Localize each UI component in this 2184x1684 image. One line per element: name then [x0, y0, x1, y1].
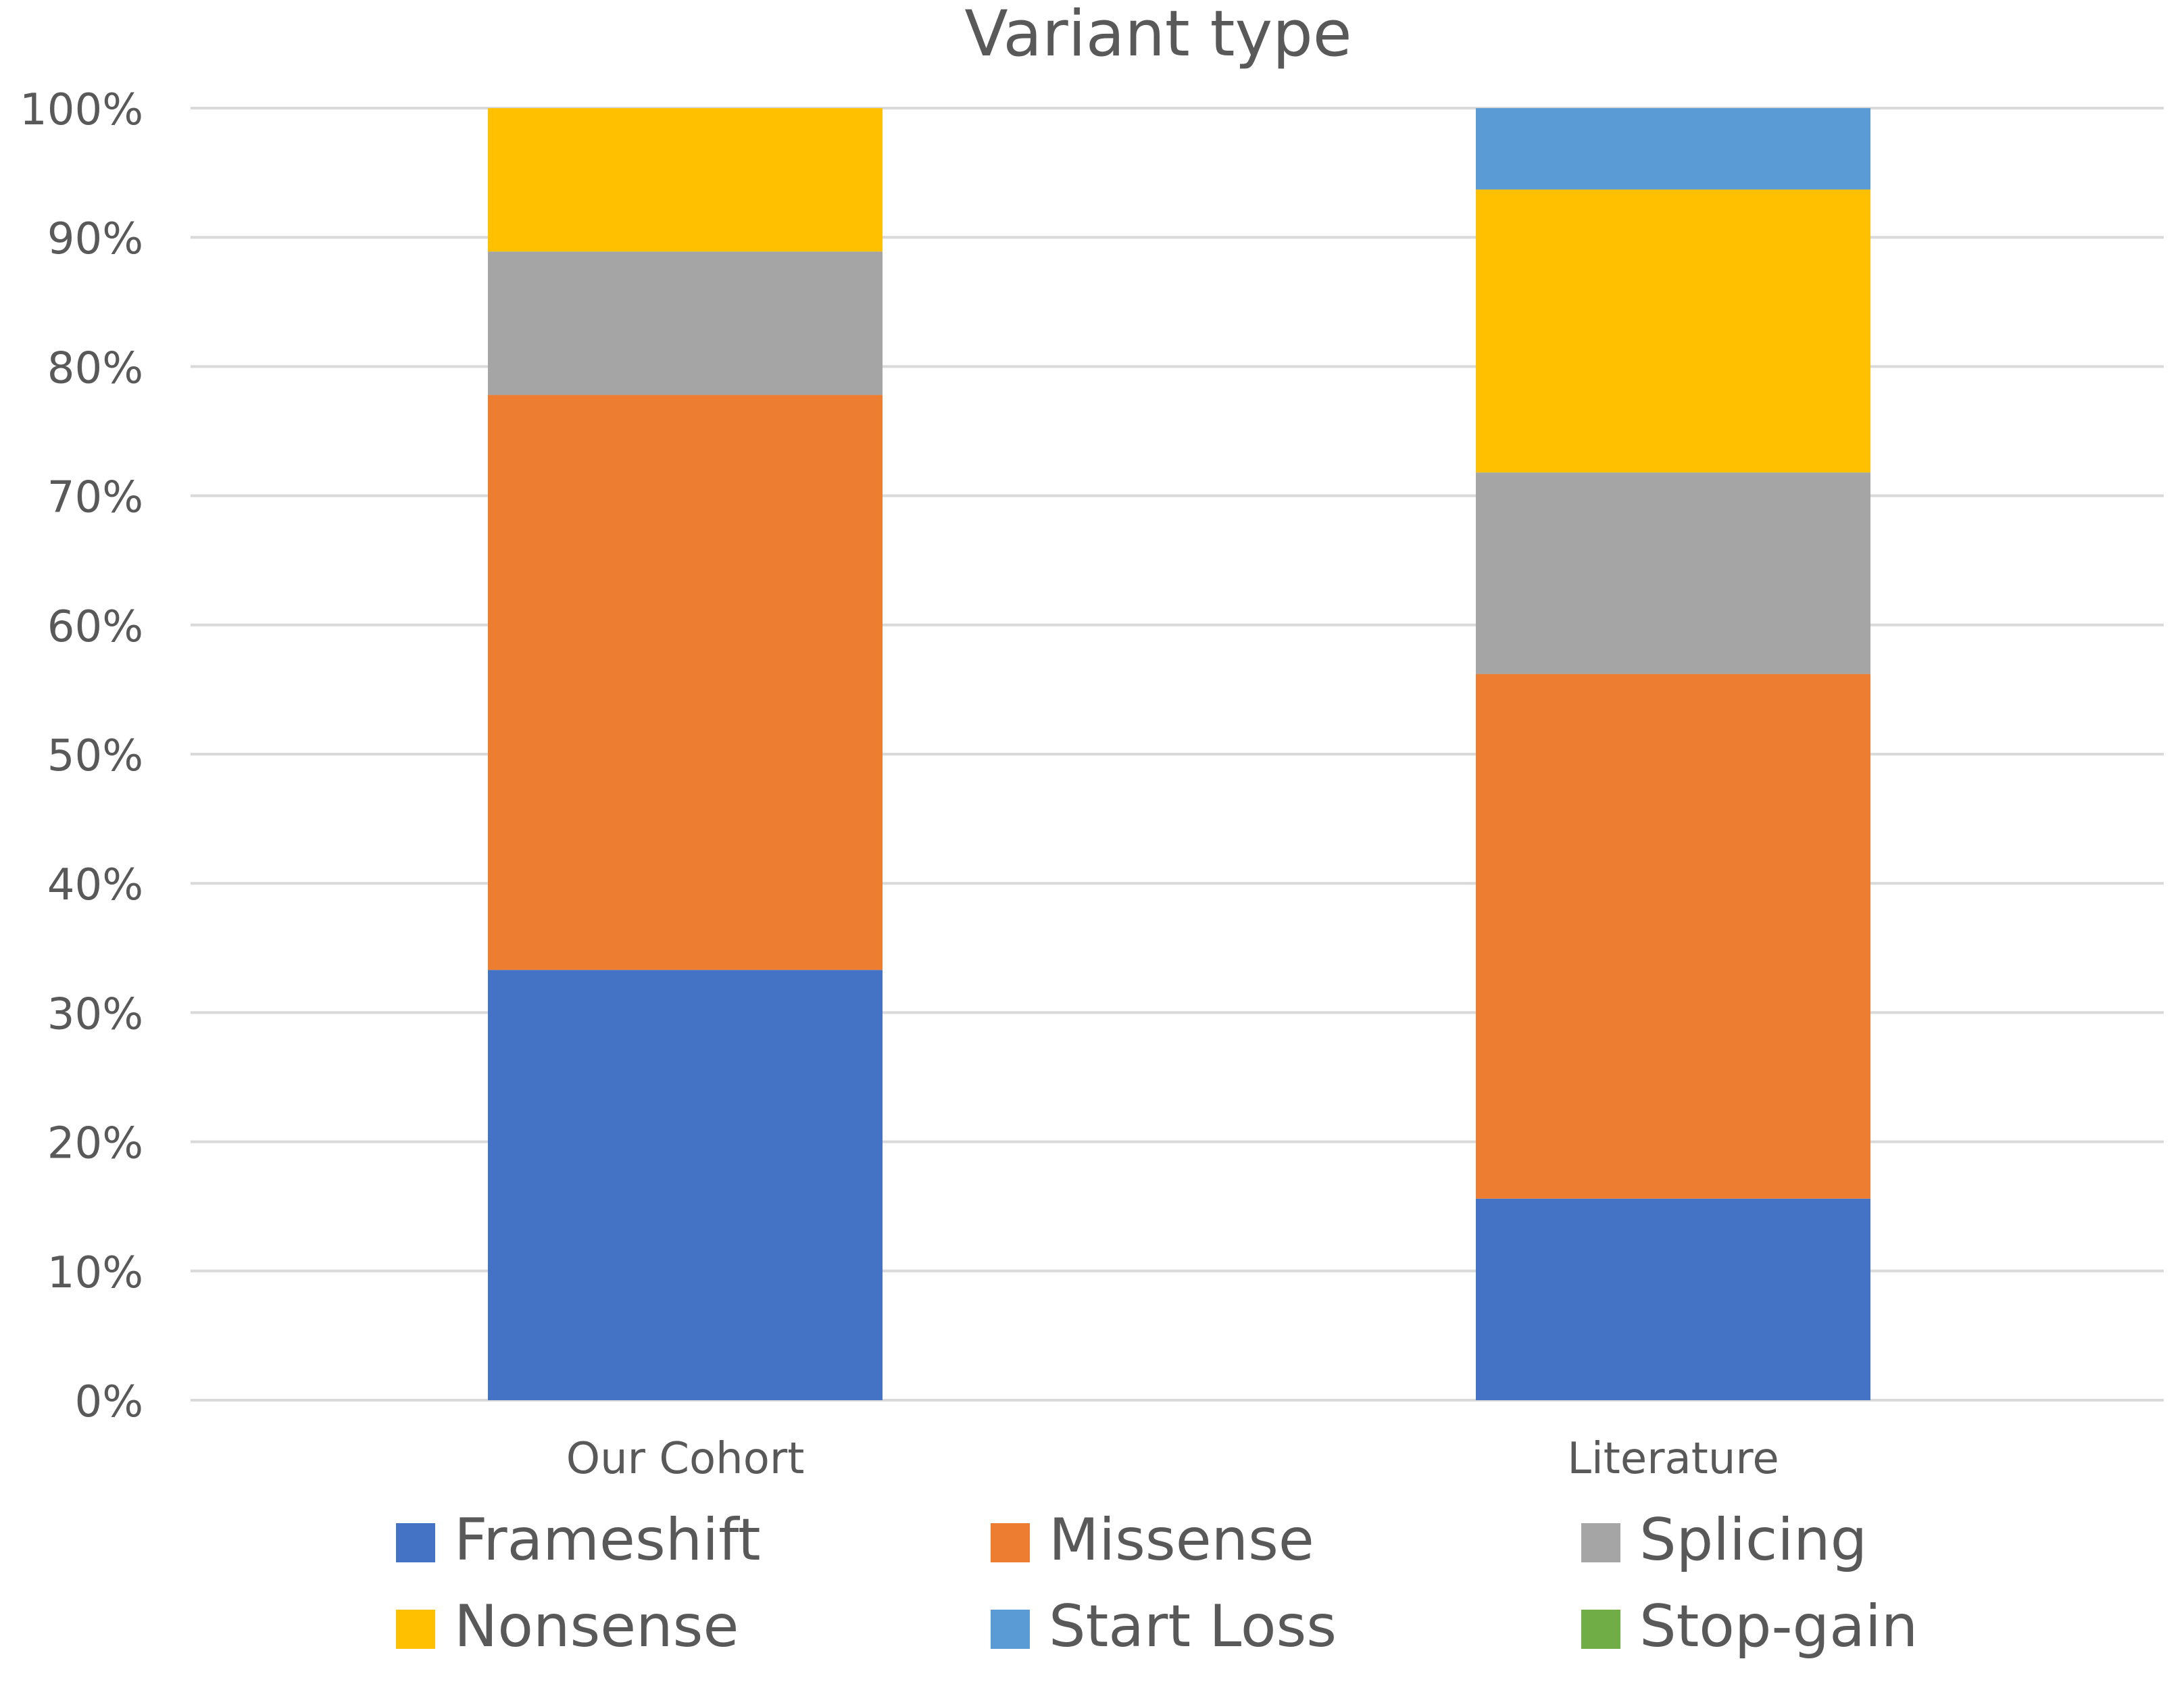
x-tick-label: Our Cohort: [566, 1434, 805, 1484]
y-tick-label: 60%: [47, 602, 143, 652]
legend-label-frameshift: Frameshift: [454, 1506, 761, 1574]
legend: Frameshift Missense Splicing Nonsense Start …: [396, 1506, 1918, 1660]
bar-segment-our-cohort-nonsense: [488, 108, 883, 252]
bar-segment-literature-missense: [1476, 674, 1870, 1199]
y-tick-label: 10%: [47, 1248, 143, 1298]
bar-segment-our-cohort-frameshift: [488, 970, 883, 1400]
y-tick-label: 40%: [47, 860, 143, 910]
bar-segment-our-cohort-missense: [488, 395, 883, 970]
legend-swatch-start-loss: [991, 1610, 1030, 1649]
y-tick-label: 80%: [47, 343, 143, 393]
y-tick-label: 70%: [47, 473, 143, 523]
legend-swatch-frameshift: [396, 1523, 435, 1562]
legend-label-nonsense: Nonsense: [454, 1593, 739, 1660]
legend-label-missense: Missense: [1049, 1506, 1314, 1574]
y-tick-label: 0%: [74, 1377, 143, 1427]
legend-label-stop-gain: Stop-gain: [1639, 1593, 1918, 1660]
y-tick-label: 20%: [47, 1119, 143, 1169]
legend-label-splicing: Splicing: [1639, 1506, 1867, 1574]
x-axis-tick-labels: Our Cohort Literature: [566, 1434, 1779, 1484]
legend-swatch-splicing: [1581, 1523, 1620, 1562]
y-tick-label: 30%: [47, 989, 143, 1039]
y-tick-label: 100%: [20, 85, 143, 135]
bar-segment-literature-start-loss: [1476, 108, 1870, 190]
bar-segment-literature-splicing: [1476, 472, 1870, 674]
legend-swatch-stop-gain: [1581, 1610, 1620, 1649]
bars: [488, 108, 1870, 1400]
legend-swatch-missense: [991, 1523, 1030, 1562]
chart-title: Variant type: [964, 0, 1351, 71]
y-axis-tick-labels: 0% 10% 20% 30% 40% 50% 60% 70% 80% 90% 100%: [20, 85, 143, 1427]
bar-segment-literature-nonsense: [1476, 189, 1870, 473]
legend-swatch-nonsense: [396, 1610, 435, 1649]
y-tick-label: 50%: [47, 731, 143, 781]
bar-segment-literature-frameshift: [1476, 1198, 1870, 1400]
legend-label-start-loss: Start Loss: [1049, 1593, 1337, 1660]
x-tick-label: Literature: [1567, 1434, 1779, 1484]
y-tick-label: 90%: [47, 214, 143, 264]
bar-segment-our-cohort-splicing: [488, 251, 883, 395]
